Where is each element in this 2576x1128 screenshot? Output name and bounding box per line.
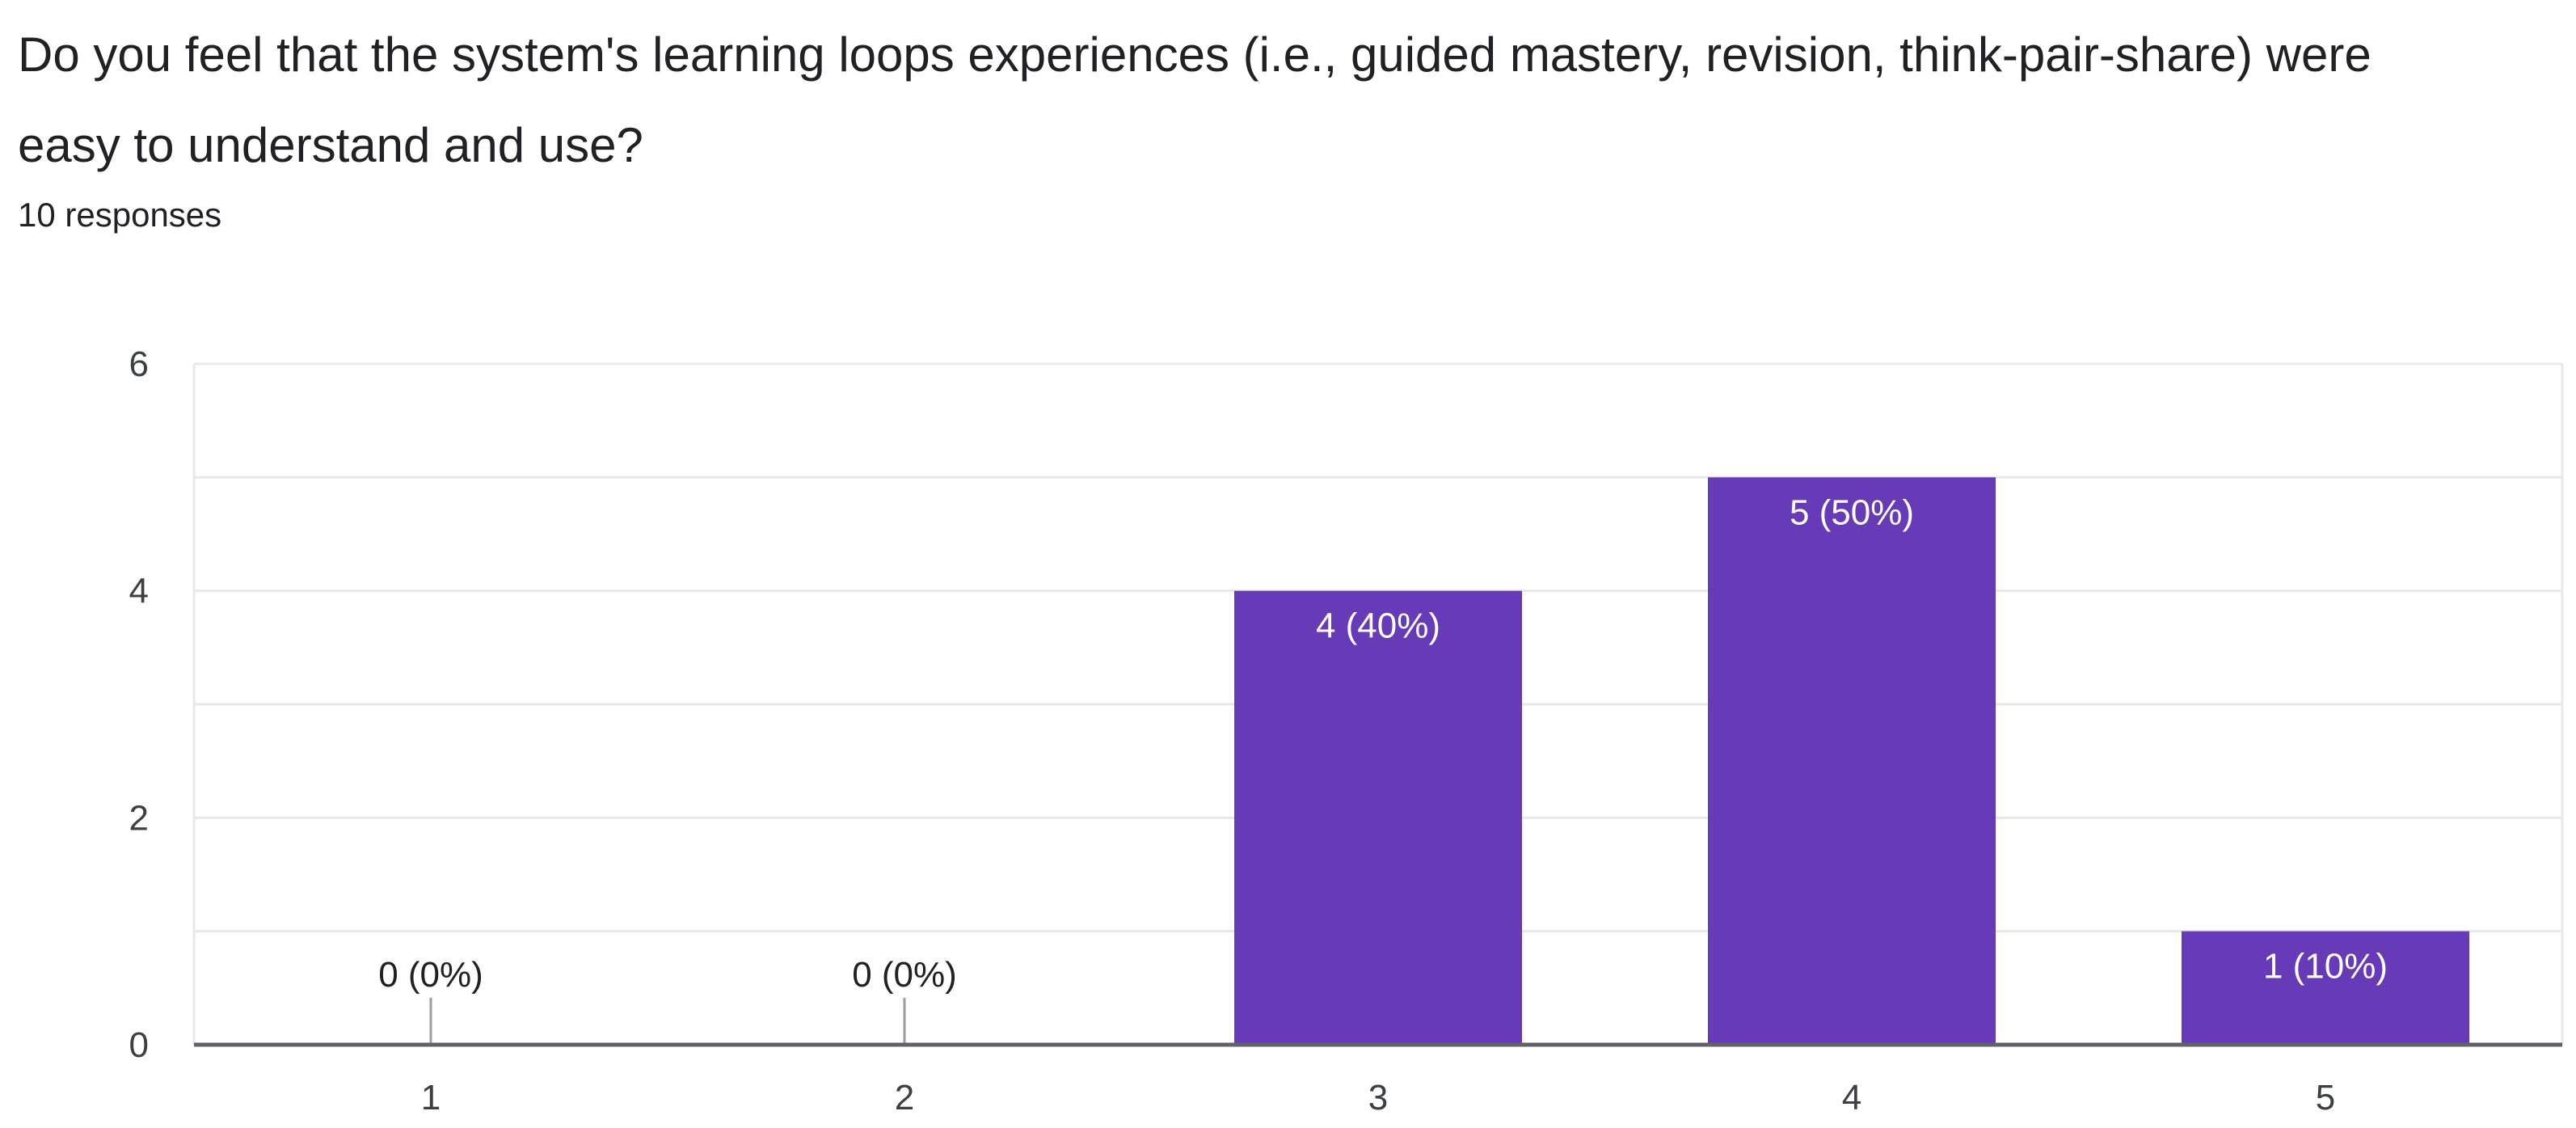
x-tick-label: 4	[1842, 1078, 1861, 1117]
bar-value-label: 1 (10%)	[2263, 947, 2388, 986]
x-tick-label: 2	[895, 1078, 914, 1117]
bar-value-label: 5 (50%)	[1790, 492, 1914, 532]
y-tick-label: 6	[129, 344, 149, 384]
bar	[1234, 590, 1522, 1045]
question-title: Do you feel that the system's learning l…	[18, 27, 2372, 172]
y-tick-label: 2	[129, 798, 149, 838]
bar	[1708, 477, 1996, 1045]
x-tick-label: 5	[2316, 1078, 2335, 1117]
bar	[2182, 931, 2469, 1045]
x-tick-label: 3	[1368, 1078, 1388, 1117]
y-tick-label: 0	[129, 1025, 149, 1065]
y-tick-label: 4	[129, 572, 149, 611]
response-count: 10 responses	[18, 196, 222, 234]
x-tick-label: 1	[421, 1078, 441, 1117]
bar-value-label: 0 (0%)	[378, 955, 483, 995]
bar-value-label: 0 (0%)	[852, 955, 957, 995]
bar-value-label: 4 (40%)	[1316, 606, 1440, 646]
